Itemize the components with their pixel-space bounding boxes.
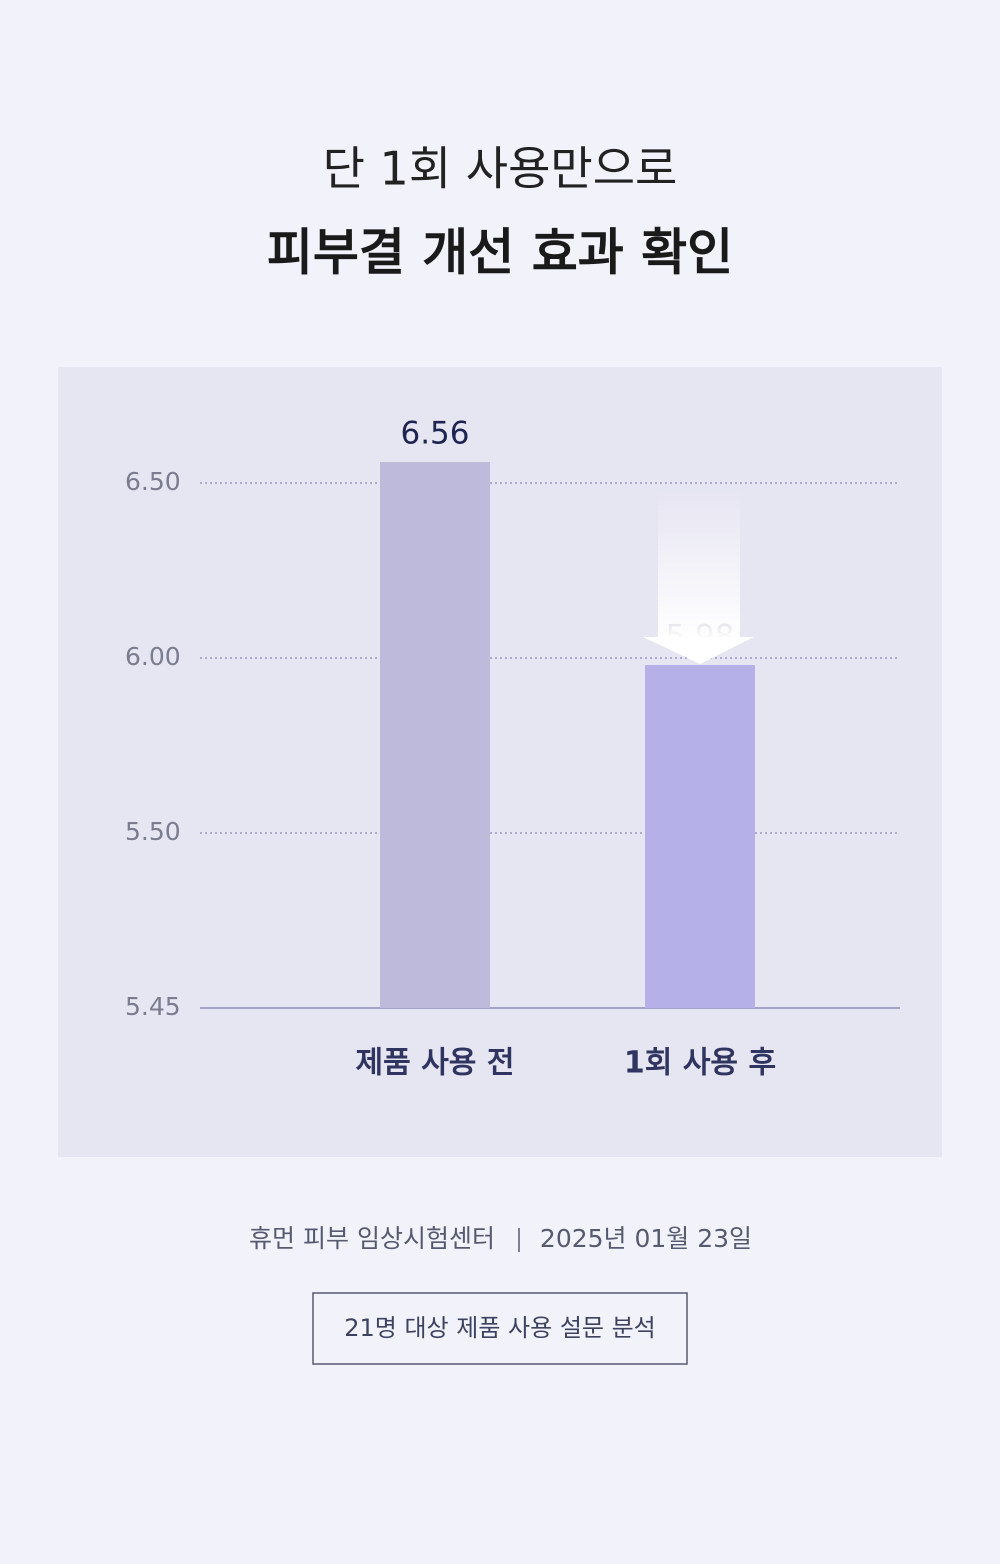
y-tick-label: 5.50 [125,817,181,846]
down-arrow [643,490,754,664]
x-tick-label: 제품 사용 전 [356,1046,515,1081]
x-tick-label: 1회 사용 후 [624,1046,776,1081]
source: 휴먼 피부 임상시험센터 [249,1224,495,1253]
value-label: 6.56 [400,416,469,452]
note-box [312,1292,688,1365]
note: 21명 대상 제품 사용 설문 분석 [344,1314,656,1342]
bar [380,462,490,1008]
arrow-shaft [658,490,740,640]
bar [645,665,755,1008]
arrow-head [643,637,754,664]
y-tick-label: 5.45 [125,992,181,1021]
title: 단 1회 사용만으로 [323,142,678,196]
chart-panel [58,367,942,1157]
date: 2025년 01월 23일 [540,1224,752,1253]
y-tick-label: 6.00 [125,642,181,671]
y-tick-label: 6.50 [125,467,181,496]
subtitle: 피부결 개선 효과 확인 [267,224,733,282]
